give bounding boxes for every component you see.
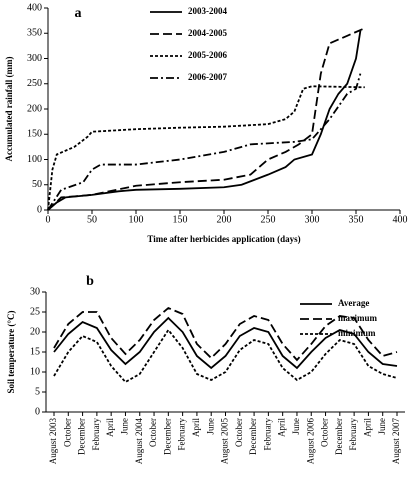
y-axis-label: Soil temperature (°C) <box>6 311 16 394</box>
series-line <box>53 328 398 384</box>
x-tick-label: April <box>105 418 115 437</box>
y-tick-label: 100 <box>27 154 42 165</box>
x-tick-label: October <box>148 418 158 447</box>
legend-label: 2003-2004 <box>188 6 227 16</box>
x-tick-label: June <box>377 418 387 435</box>
y-tick-label: 0 <box>37 204 42 215</box>
x-tick-label: February <box>91 418 101 451</box>
x-tick-label: October <box>62 418 72 447</box>
x-tick-label: June <box>205 418 215 435</box>
y-tick-label: 50 <box>32 179 42 190</box>
x-tick-label: August 2007 <box>391 418 401 465</box>
x-tick-label: February <box>177 418 187 451</box>
x-tick-label: December <box>248 418 258 455</box>
panel-label: a <box>75 6 82 21</box>
series-line <box>53 316 398 370</box>
y-tick-label: 15 <box>30 346 40 357</box>
y-tick-label: 10 <box>30 366 40 377</box>
x-tick-label: June <box>120 418 130 435</box>
x-tick-label: April <box>277 418 287 437</box>
series-line <box>47 85 365 211</box>
y-tick-label: 400 <box>27 2 42 13</box>
y-tick-label: 250 <box>27 78 42 89</box>
y-tick-label: 300 <box>27 53 42 64</box>
y-tick-label: 5 <box>35 386 40 397</box>
y-tick-label: 30 <box>30 286 40 297</box>
series-line <box>47 27 366 211</box>
x-tick-label: 250 <box>261 214 276 225</box>
x-tick-label: 200 <box>217 214 232 225</box>
x-tick-label: 0 <box>46 214 51 225</box>
legend-label: Average <box>338 298 369 308</box>
x-tick-label: October <box>234 418 244 447</box>
x-tick-label: 300 <box>305 214 320 225</box>
series-line <box>47 30 362 211</box>
y-tick-label: 20 <box>30 326 40 337</box>
y-axis-label: Accumulated rainfall (mm) <box>4 57 14 162</box>
x-tick-label: 150 <box>173 214 188 225</box>
x-tick-label: December <box>162 418 172 455</box>
y-tick-label: 0 <box>35 406 40 417</box>
y-tick-label: 200 <box>27 103 42 114</box>
x-tick-label: August 2003 <box>48 418 58 465</box>
legend-label: 2006-2007 <box>188 72 227 82</box>
x-tick-label: 350 <box>349 214 364 225</box>
y-tick-label: 25 <box>30 306 40 317</box>
y-tick-label: 150 <box>27 129 42 140</box>
x-tick-label: August 2005 <box>220 418 230 465</box>
legend-label: 2005-2006 <box>188 50 227 60</box>
series-line <box>47 73 362 211</box>
x-tick-label: February <box>348 418 358 451</box>
x-tick-label: February <box>262 418 272 451</box>
x-tick-label: 50 <box>87 214 97 225</box>
x-tick-label: 400 <box>393 214 408 225</box>
x-axis-label: Time after herbicides application (days) <box>147 234 300 244</box>
x-tick-label: October <box>320 418 330 447</box>
x-tick-label: December <box>334 418 344 455</box>
x-tick-label: August 2006 <box>305 418 315 465</box>
panel-label: b <box>86 274 94 289</box>
series-line <box>53 306 398 362</box>
x-tick-label: December <box>77 418 87 455</box>
x-tick-label: 100 <box>129 214 144 225</box>
x-tick-label: August 2004 <box>134 418 144 465</box>
x-tick-label: April <box>191 418 201 437</box>
legend-label: minimum <box>338 328 376 338</box>
x-tick-label: June <box>291 418 301 435</box>
legend-label: maximum <box>338 313 378 323</box>
legend-label: 2004-2005 <box>188 28 227 38</box>
x-tick-label: April <box>362 418 372 437</box>
y-tick-label: 350 <box>27 28 42 39</box>
